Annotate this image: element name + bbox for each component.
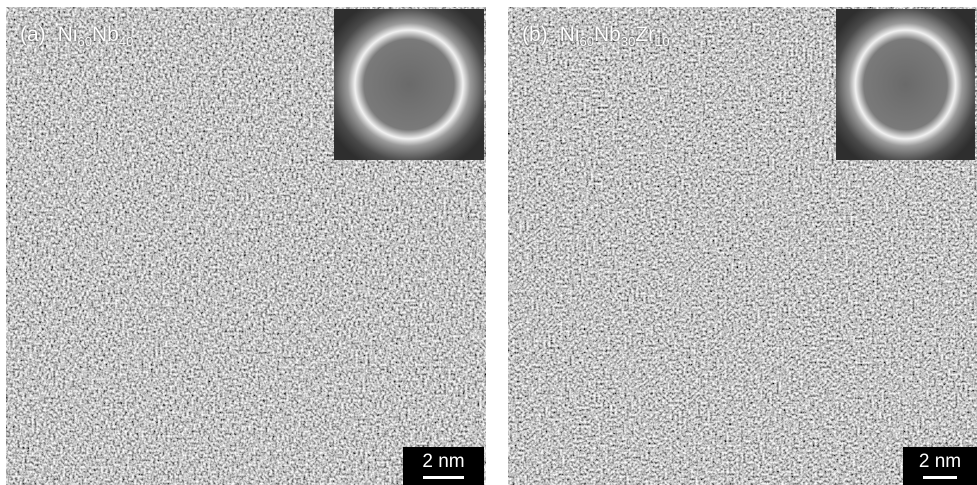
subscript: 30 xyxy=(621,34,635,49)
subscript: 60 xyxy=(78,34,92,49)
figure: (a)Ni60Nb40 2 nm (b)Ni60Nb30Zr10 2 nm ((… xyxy=(0,0,977,485)
element: Zr xyxy=(635,23,655,46)
fft-inset xyxy=(836,9,975,160)
micrograph-panel: (a) Ni60Nb40 2 nm xyxy=(6,7,486,485)
panel-caption: (b) Ni60Nb30Zr10 xyxy=(522,23,670,49)
panel-label: (a) xyxy=(20,23,46,46)
scale-bar: 2 nm xyxy=(403,447,484,485)
subscript: 10 xyxy=(655,34,669,49)
panel-caption: (a) Ni60Nb40 xyxy=(20,23,133,49)
element: Nb xyxy=(594,23,621,46)
fft-inset xyxy=(334,9,484,160)
element: Ni xyxy=(560,23,580,46)
element: Nb xyxy=(92,23,119,46)
scale-bar: 2 nm xyxy=(903,447,977,485)
subscript: 40 xyxy=(119,34,133,49)
element: Ni xyxy=(58,23,78,46)
subscript: 60 xyxy=(580,34,594,49)
scale-text: 2 nm xyxy=(903,447,977,473)
scale-text: 2 nm xyxy=(403,447,484,473)
panel-label: (b) xyxy=(522,23,548,46)
micrograph-panel: (b) Ni60Nb30Zr10 2 nm xyxy=(508,7,977,485)
